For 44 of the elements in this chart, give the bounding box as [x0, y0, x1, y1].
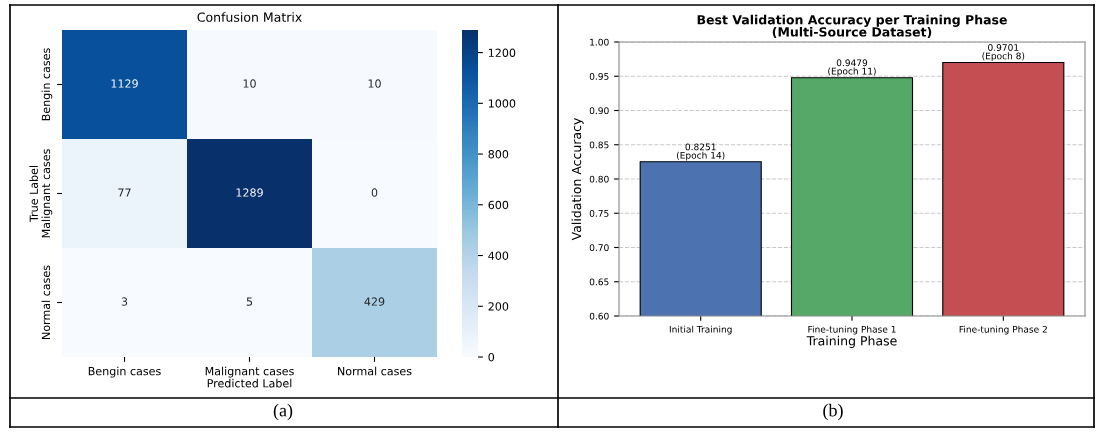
- y-axis-title: Validation Accuracy: [571, 117, 584, 241]
- data-label: 0.9479 (Epoch 11): [828, 59, 876, 77]
- text: (a): [273, 403, 293, 421]
- x-tick-label: Fine-tuning Phase 1: [808, 325, 896, 335]
- data-label: 10: [368, 79, 381, 88]
- x-axis-title: Training Phase: [806, 335, 897, 348]
- y-tick-label: 0.70: [589, 244, 609, 252]
- y-tick-label: 0.85: [589, 141, 609, 149]
- x-tick-label: Normal cases: [338, 366, 412, 376]
- y-tick-label: 0.90: [589, 107, 609, 115]
- data-label: 3: [121, 297, 128, 306]
- data-label: 77: [118, 188, 131, 197]
- x-tick-label: Fine-tuning Phase 2: [959, 325, 1047, 335]
- data-label: 1129: [111, 79, 138, 88]
- color-bar-label: 1000: [488, 99, 516, 108]
- chart-title: Best Validation Accuracy per Training Phase (Multi-Source Dataset): [697, 14, 1007, 39]
- data-label: 10: [243, 79, 256, 88]
- y-tick-label: 1.00: [590, 38, 609, 46]
- y-tick-label: Malignant cases: [41, 149, 53, 238]
- data-label: 0.9701 (Epoch 8): [982, 44, 1025, 62]
- x-tick-label: Malignant cases: [205, 366, 294, 378]
- x-tick-label: Initial Training: [669, 325, 732, 335]
- data-label: 1289: [236, 188, 263, 197]
- y-tick-label: 0.80: [589, 175, 609, 183]
- y-tick-label: 0.65: [589, 278, 609, 286]
- x-axis-title: Predicted Label: [207, 378, 292, 388]
- y-axis-title: True Label: [29, 165, 38, 223]
- data-label: 0.8251 (Epoch 14): [676, 143, 725, 161]
- y-tick-label: 0.60: [589, 312, 609, 320]
- color-bar-label: 400: [488, 251, 509, 260]
- y-tick-label: 0.75: [589, 209, 609, 217]
- color-bar-label: 1200: [488, 48, 516, 57]
- data-label: 429: [364, 297, 385, 306]
- text: (b): [823, 403, 843, 421]
- data-label: 0: [371, 188, 378, 197]
- chart-title: Confusion Matrix: [197, 12, 302, 22]
- y-tick-label: Bengin cases: [41, 48, 53, 121]
- y-tick-label: 0.95: [589, 72, 609, 80]
- color-bar-label: 600: [488, 200, 509, 210]
- x-tick-label: Bengin cases: [88, 366, 161, 378]
- color-bar-label: 200: [488, 302, 509, 311]
- color-bar-label: 0: [488, 352, 495, 362]
- data-label: 5: [246, 297, 253, 306]
- color-bar-label: 800: [488, 150, 509, 159]
